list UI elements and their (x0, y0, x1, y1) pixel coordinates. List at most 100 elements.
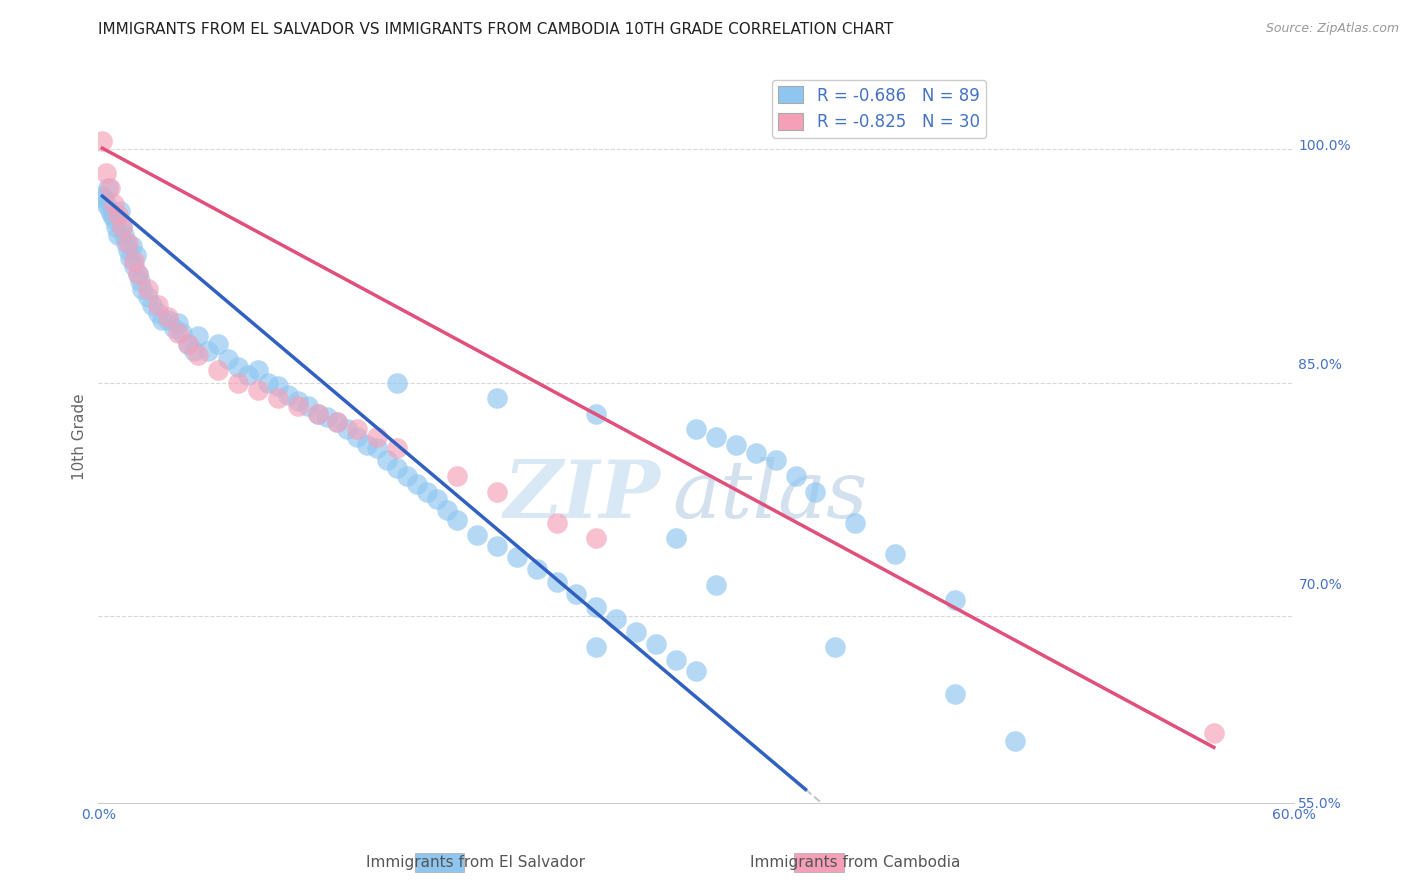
Point (307, 407, 329, 421)
Point (127, 267, 149, 281)
Point (585, 640, 607, 655)
Point (356, 438, 378, 452)
Point (645, 637, 668, 651)
Point (105, 219, 128, 234)
Point (346, 430, 368, 444)
Point (110, 204, 132, 219)
Point (107, 227, 129, 242)
Point (436, 503, 458, 517)
Point (943, 687, 966, 701)
Point (103, 196, 125, 211)
Point (136, 282, 159, 296)
Point (111, 219, 134, 234)
Point (485, 391, 508, 405)
Point (183, 344, 205, 359)
Point (385, 441, 409, 455)
Point (685, 422, 707, 436)
Point (526, 562, 548, 576)
Point (297, 399, 319, 413)
Point (246, 363, 269, 377)
Point (585, 531, 607, 545)
Point (1202, 725, 1225, 739)
Point (785, 469, 807, 483)
Point (485, 484, 508, 499)
Text: ZIP: ZIP (503, 457, 661, 534)
Point (197, 344, 219, 359)
Point (157, 313, 180, 327)
Point (124, 254, 146, 268)
Point (187, 329, 209, 343)
Point (366, 441, 388, 455)
Point (96, 165, 118, 179)
Point (765, 453, 787, 467)
Point (406, 476, 429, 491)
Text: IMMIGRANTS FROM EL SALVADOR VS IMMIGRANTS FROM CAMBODIA 10TH GRADE CORRELATION C: IMMIGRANTS FROM EL SALVADOR VS IMMIGRANT… (98, 22, 894, 37)
Point (485, 539, 508, 553)
Point (127, 267, 149, 281)
Point (97, 181, 120, 195)
Point (1004, 733, 1026, 747)
Point (131, 282, 153, 296)
Point (287, 394, 309, 409)
Point (107, 208, 129, 222)
Point (665, 531, 688, 545)
Point (346, 422, 368, 436)
Point (267, 378, 290, 392)
Point (157, 310, 180, 325)
Text: Immigrants from El Salvador: Immigrants from El Salvador (366, 855, 585, 870)
Point (167, 326, 190, 340)
Text: atlas: atlas (672, 457, 868, 534)
Point (136, 290, 159, 304)
Point (100, 204, 122, 219)
Point (326, 415, 349, 429)
Y-axis label: 10th Grade: 10th Grade (72, 393, 87, 481)
Point (246, 384, 269, 398)
Point (256, 376, 278, 390)
Point (100, 181, 122, 195)
Point (177, 336, 200, 351)
Point (287, 399, 309, 413)
Point (385, 461, 409, 475)
Point (366, 430, 388, 444)
Point (396, 469, 419, 483)
Point (120, 251, 142, 265)
Point (745, 445, 768, 459)
Point (546, 516, 568, 530)
Point (141, 298, 163, 312)
Point (91, 189, 114, 203)
Point (207, 363, 229, 377)
Point (103, 212, 125, 227)
Point (724, 438, 747, 452)
Point (121, 238, 143, 252)
Point (685, 664, 707, 678)
Point (187, 348, 209, 362)
Point (115, 235, 138, 250)
Point (226, 376, 249, 390)
Point (546, 574, 568, 589)
Point (172, 326, 194, 340)
Point (226, 359, 249, 374)
Point (267, 391, 290, 405)
Point (277, 388, 299, 402)
Point (704, 578, 727, 592)
Point (316, 409, 339, 424)
Point (125, 248, 148, 262)
Point (117, 235, 139, 250)
Point (506, 549, 529, 564)
Point (446, 469, 468, 483)
Point (626, 624, 648, 639)
Point (124, 259, 146, 273)
Point (605, 612, 627, 626)
Point (844, 516, 866, 530)
Point (336, 422, 359, 436)
Point (163, 321, 186, 335)
Point (326, 415, 349, 429)
Text: Source: ZipAtlas.com: Source: ZipAtlas.com (1265, 22, 1399, 36)
Point (465, 528, 488, 542)
Point (943, 593, 966, 607)
Point (375, 453, 398, 467)
Point (824, 640, 846, 655)
Point (117, 244, 139, 258)
Point (167, 317, 190, 331)
Point (585, 599, 607, 614)
